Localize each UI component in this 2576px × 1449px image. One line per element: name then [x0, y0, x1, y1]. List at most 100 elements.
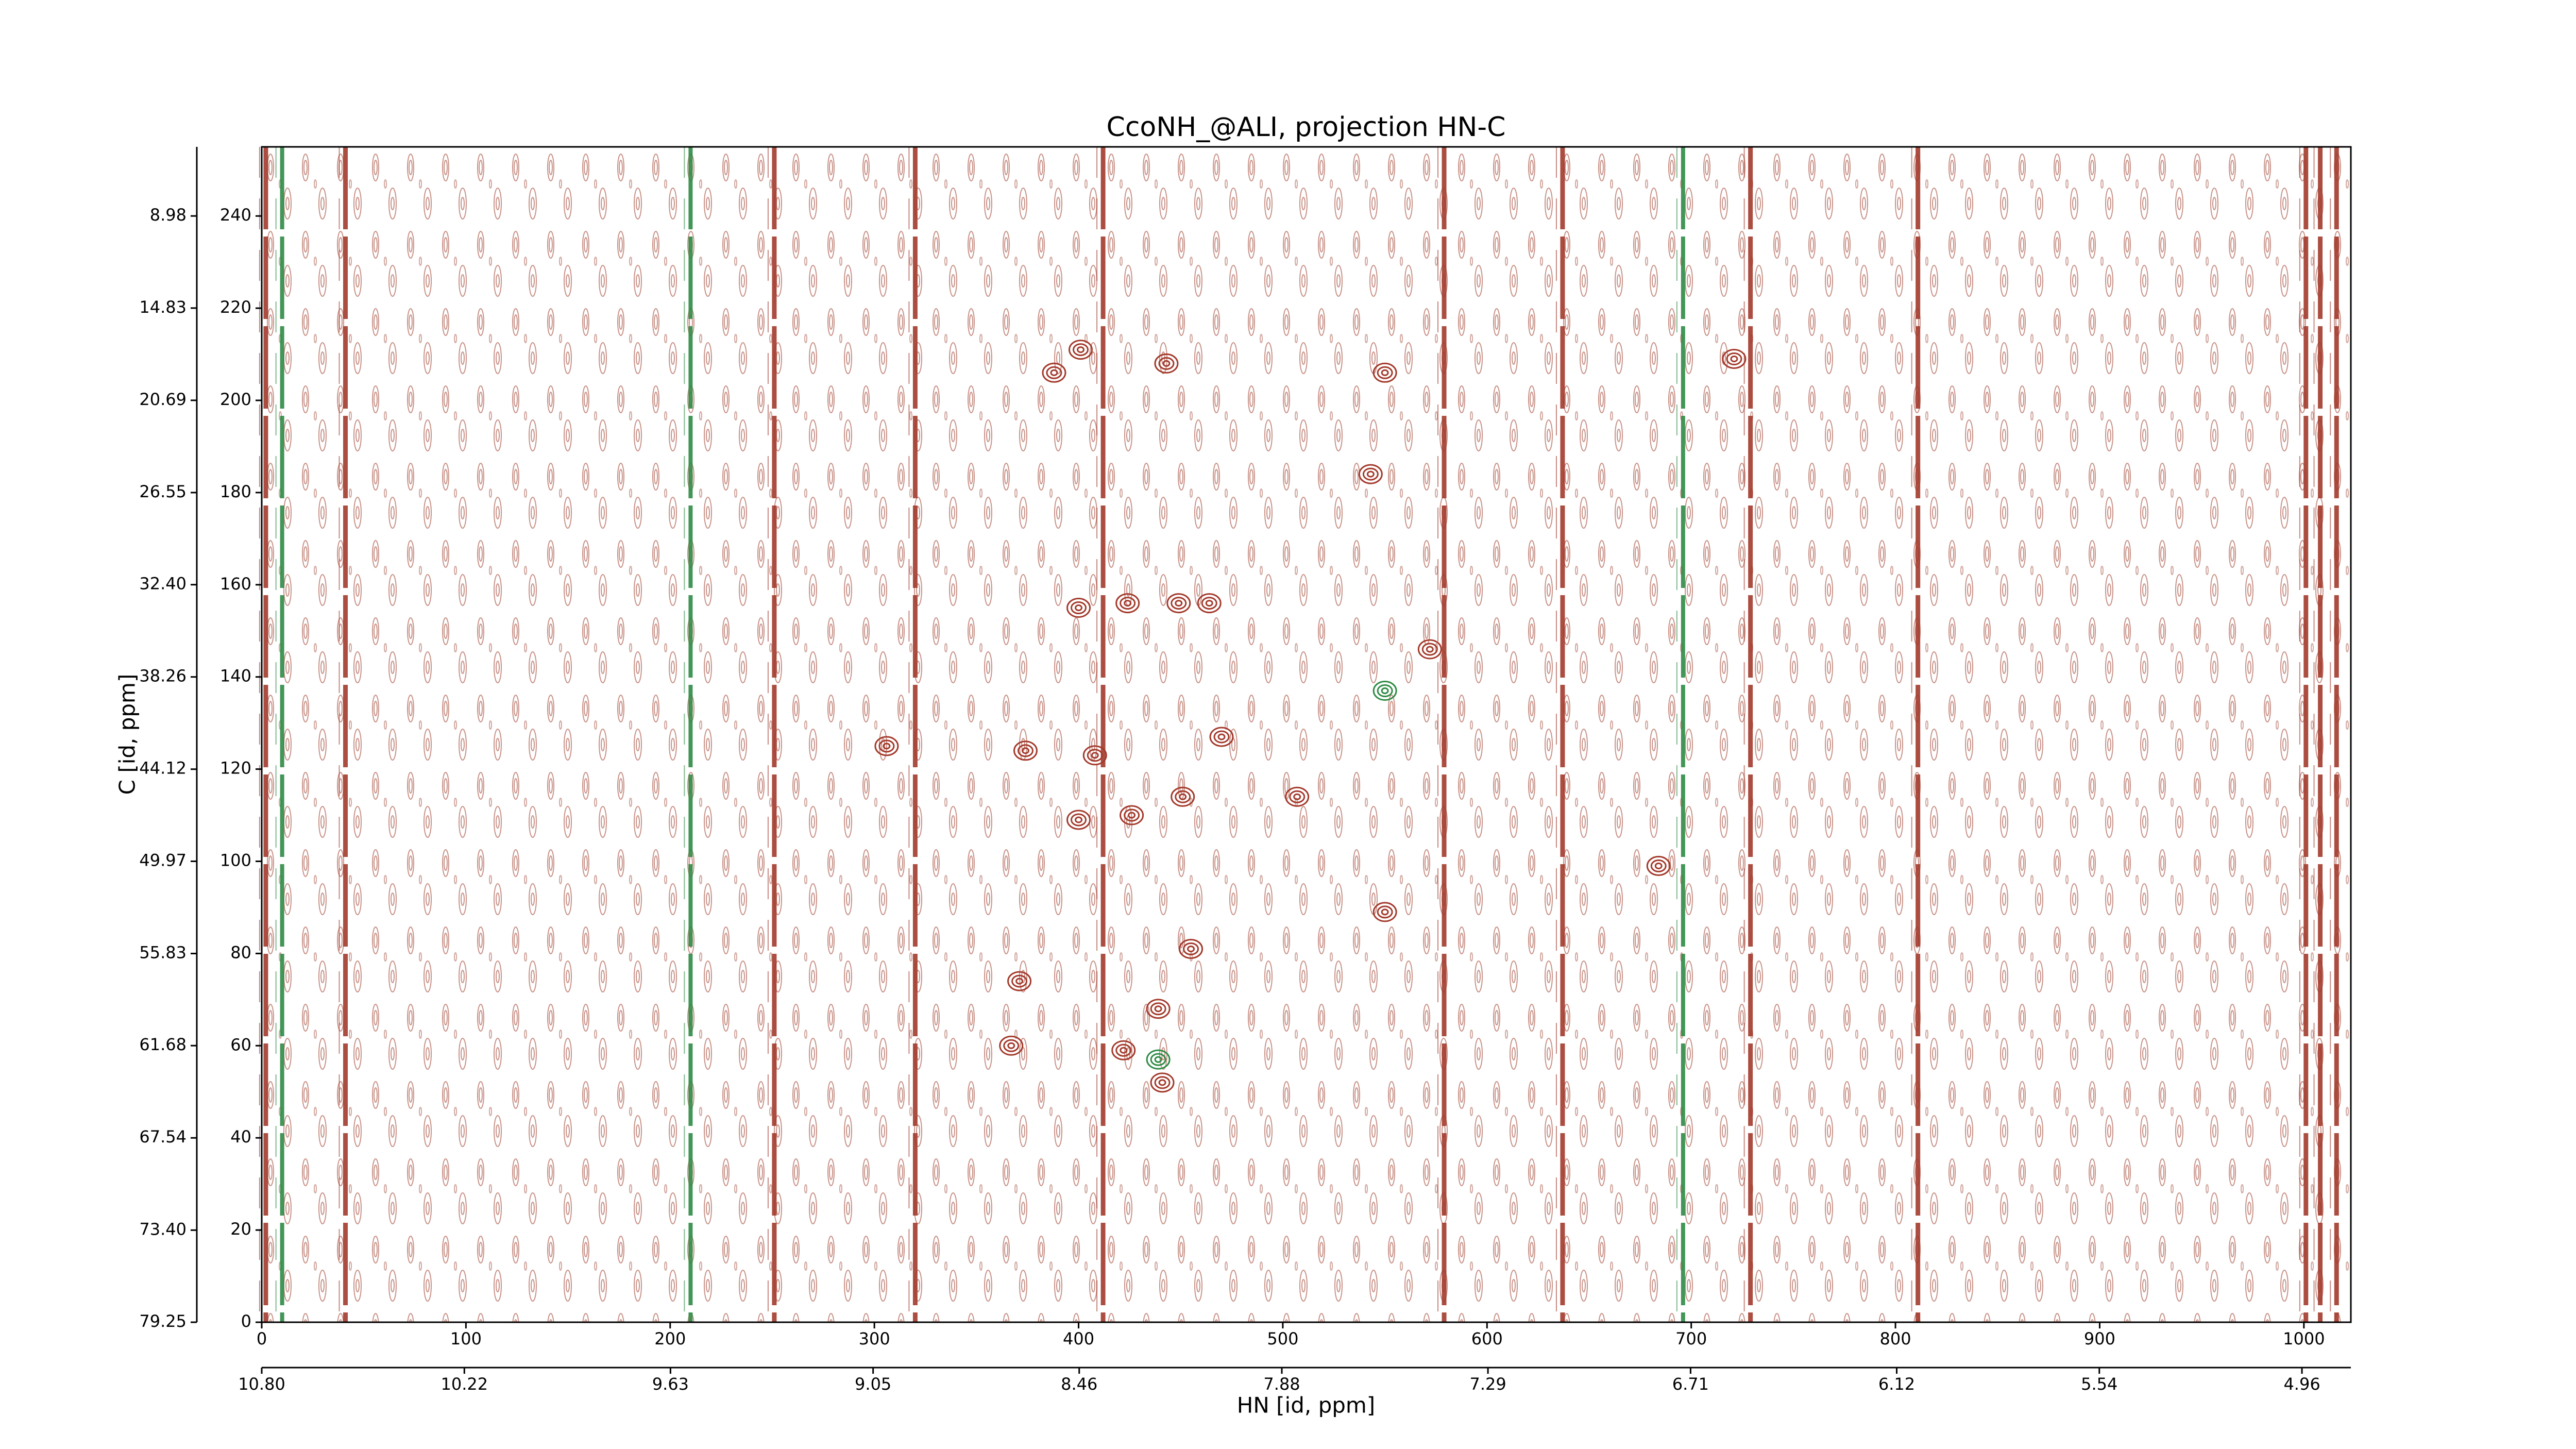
- contour-peak: [1201, 597, 1217, 610]
- x2-tick-label: 6.71: [1672, 1374, 1709, 1394]
- x-tick-label: 400: [1063, 1329, 1094, 1349]
- contour-peak: [1042, 362, 1066, 383]
- contour-peak: [1150, 1002, 1166, 1016]
- contour-peak: [1722, 348, 1747, 369]
- y-tick-label: 60: [230, 1035, 251, 1054]
- plot-frame: [261, 146, 2352, 1323]
- contour-peak: [1197, 593, 1222, 614]
- contour-peak: [1075, 604, 1083, 612]
- x-tick-label: 900: [2084, 1329, 2115, 1349]
- contour-peak: [1154, 353, 1179, 374]
- contour-peak: [1158, 357, 1175, 370]
- contour-peak: [1003, 1039, 1020, 1052]
- x-tick-label: 0: [257, 1329, 267, 1349]
- contour-peak: [1015, 978, 1024, 985]
- x-tick-label: 100: [450, 1329, 482, 1349]
- contour-peak: [1377, 684, 1393, 698]
- contour-peak: [1082, 745, 1107, 766]
- contour-peak: [1128, 812, 1136, 819]
- contour-peak: [1426, 646, 1434, 653]
- contour-peak: [1175, 600, 1183, 607]
- contour-peak: [1017, 744, 1033, 757]
- contour-peak: [1066, 598, 1091, 618]
- y-tick-label: 120: [220, 759, 251, 778]
- y-tick-label: 140: [220, 666, 251, 686]
- contour-texture: [262, 147, 2351, 1322]
- contour-peak: [1372, 681, 1397, 701]
- x-tick-label: 600: [1471, 1329, 1503, 1349]
- contour-peak: [1072, 343, 1089, 357]
- contour-peak: [874, 736, 899, 756]
- y2-tick-label: 38.26: [139, 666, 187, 686]
- y2-tick-label: 49.97: [139, 850, 187, 870]
- x2-tick-label: 5.54: [2081, 1374, 2117, 1394]
- contour-peak: [1115, 1043, 1132, 1057]
- y2-tick-label: 61.68: [139, 1035, 187, 1054]
- contour-peak: [1179, 938, 1204, 959]
- contour-peak: [1158, 1079, 1166, 1086]
- y-tick-label: 100: [220, 850, 251, 870]
- contour-peak: [1115, 593, 1140, 614]
- contour-peak: [1071, 813, 1087, 827]
- contour-peak: [1124, 808, 1140, 822]
- contour-peak: [1421, 643, 1438, 656]
- contour-peak: [1120, 1047, 1128, 1054]
- y2-tick-label: 14.83: [139, 297, 187, 317]
- contour-peak: [1377, 366, 1393, 379]
- y2-tick-label: 8.98: [150, 205, 187, 225]
- contour-peak: [1726, 352, 1742, 365]
- y2-tick-label: 73.40: [139, 1219, 187, 1239]
- contour-peak: [1285, 786, 1310, 807]
- contour-peak: [1646, 855, 1671, 876]
- contour-peak: [1209, 727, 1234, 747]
- y2-tick-label: 32.40: [139, 574, 187, 594]
- x-tick-label: 700: [1675, 1329, 1707, 1349]
- contour-peak: [1289, 790, 1306, 803]
- x-tick-label: 200: [654, 1329, 686, 1349]
- contour-peak: [1111, 1040, 1136, 1060]
- y-tick-label: 240: [220, 205, 251, 225]
- contour-peak: [1154, 1056, 1162, 1063]
- contour-peak: [1076, 346, 1084, 353]
- contour-peak: [1150, 1053, 1166, 1066]
- y2-tick-label: 79.25: [139, 1311, 187, 1331]
- x2-tick-label: 10.22: [440, 1374, 488, 1394]
- contour-peak: [1075, 816, 1083, 823]
- contour-peak: [1013, 740, 1038, 761]
- contour-peak: [1366, 470, 1375, 478]
- contour-peak: [1171, 786, 1195, 807]
- contour-peak: [1154, 1005, 1162, 1013]
- y-tick-label: 0: [241, 1311, 251, 1331]
- contour-peak: [1091, 752, 1099, 759]
- x2-tick-label: 4.96: [2283, 1374, 2320, 1394]
- contour-peak: [1213, 730, 1230, 744]
- contour-peak: [1362, 467, 1379, 481]
- contour-peak: [878, 739, 895, 753]
- contour-peak: [1183, 942, 1199, 955]
- contour-peak: [1120, 805, 1144, 825]
- contour-peak: [1046, 366, 1062, 379]
- contour-peak: [1011, 974, 1028, 988]
- contour-peak: [1162, 360, 1171, 367]
- contour-peak: [1381, 908, 1389, 916]
- chart-title: CcoNH_@ALI, projection HN-C: [1107, 112, 1506, 143]
- contour-peak: [1417, 639, 1442, 660]
- contour-peak: [1179, 793, 1187, 800]
- contour-peak: [1175, 790, 1191, 803]
- contour-peak: [1068, 340, 1093, 360]
- y2-tick-label: 44.12: [139, 759, 187, 778]
- contour-peak: [1377, 905, 1393, 919]
- x2-tick-label: 7.29: [1469, 1374, 1506, 1394]
- x2-tick-label: 7.88: [1263, 1374, 1300, 1394]
- contour-peak: [1381, 687, 1389, 695]
- contour-peak: [1372, 362, 1397, 383]
- contour-peak: [1150, 1072, 1175, 1093]
- contour-peak: [1358, 464, 1383, 484]
- x2-tick-label: 8.46: [1061, 1374, 1097, 1394]
- x2-tick-label: 10.80: [238, 1374, 285, 1394]
- x-tick-label: 800: [1880, 1329, 1911, 1349]
- contour-peak: [1124, 600, 1132, 607]
- y-tick-label: 40: [230, 1127, 251, 1147]
- x-axis-label: HN [id, ppm]: [1237, 1393, 1375, 1418]
